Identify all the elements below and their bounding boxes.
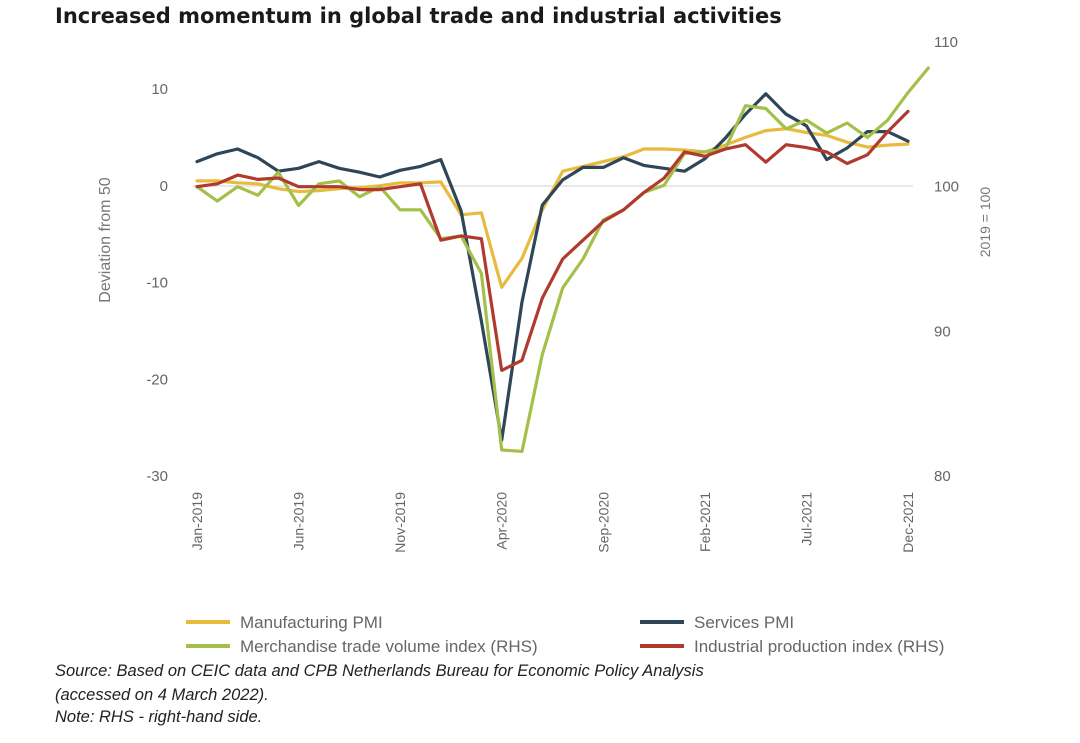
x-tick-label: Jun-2019 <box>291 492 307 551</box>
right-tick-label: 100 <box>934 179 959 196</box>
left-tick-label: -10 <box>146 275 168 292</box>
x-tick-label: Apr-2020 <box>494 492 510 550</box>
left-tick-label: -30 <box>146 468 168 485</box>
chart-title: Increased momentum in global trade and i… <box>55 4 782 28</box>
legend-label: Manufacturing PMI <box>240 613 383 632</box>
right-tick-label: 110 <box>934 34 958 51</box>
series-line-merchandise-trade-volume-index-rhs <box>195 66 930 453</box>
legend-label: Industrial production index (RHS) <box>694 637 944 656</box>
x-tick-label: Nov-2019 <box>392 492 408 553</box>
left-axis-label: Deviation from 50 <box>97 177 114 302</box>
x-tick-label: Jul-2021 <box>798 492 814 546</box>
series-line-services-pmi <box>195 92 910 442</box>
left-tick-label: 0 <box>160 178 168 195</box>
series-line-manufacturing-pmi <box>195 127 910 289</box>
legend-label: Services PMI <box>694 613 794 632</box>
left-tick-label: -20 <box>146 371 168 388</box>
right-tick-label: 90 <box>934 323 951 340</box>
x-tick-label: Dec-2021 <box>900 492 916 553</box>
series-line-industrial-production-index-rhs <box>195 109 910 372</box>
left-tick-label: 10 <box>151 81 168 98</box>
rhs-note: Note: RHS - right-hand side. <box>55 708 263 726</box>
right-axis-label: 2019 = 100 <box>977 187 993 258</box>
x-tick-label: Feb-2021 <box>697 492 713 552</box>
x-tick-label: Sep-2020 <box>595 492 611 553</box>
x-tick-label: Jan-2019 <box>189 492 205 551</box>
right-tick-label: 80 <box>934 468 951 485</box>
access-date-note: (accessed on 4 March 2022). <box>55 686 269 704</box>
source-note: Source: Based on CEIC data and CPB Nethe… <box>55 662 704 680</box>
legend-label: Merchandise trade volume index (RHS) <box>240 637 538 656</box>
